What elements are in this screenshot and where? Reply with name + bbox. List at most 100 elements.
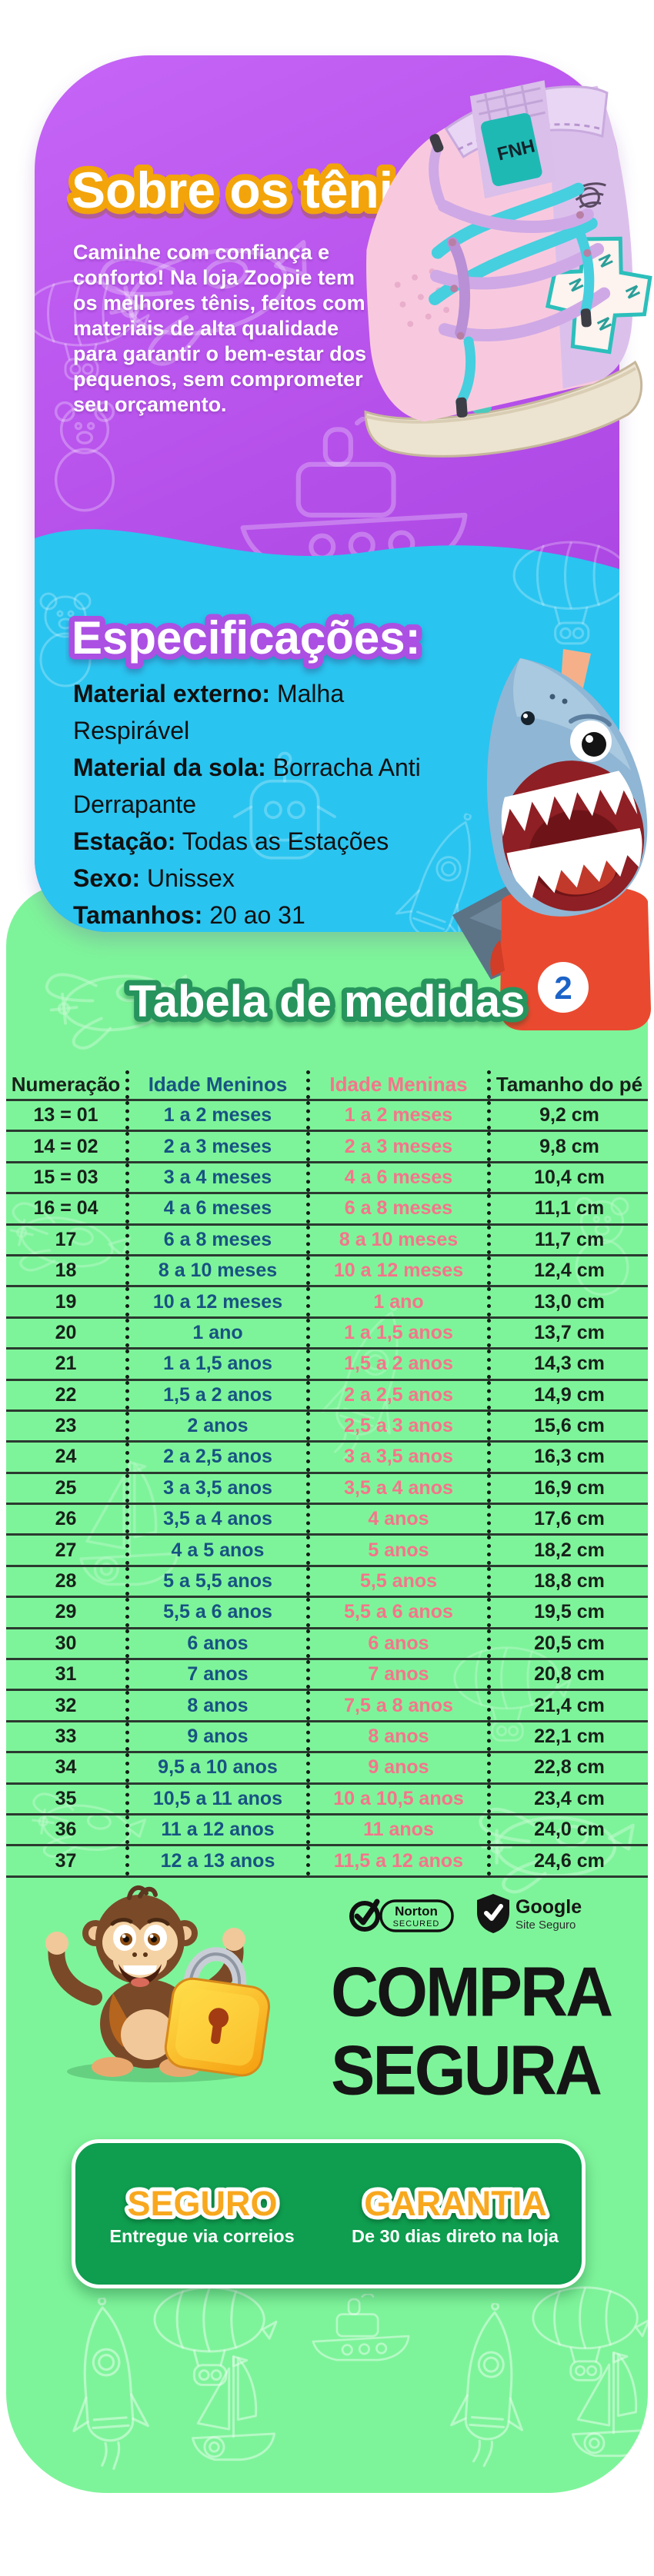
table-row: 37 12 a 13 anos 11,5 a 12 anos 24,6 cm <box>6 1846 648 1878</box>
cell-idade-meninas: 1 ano <box>306 1287 487 1316</box>
table-row: 16 = 04 4 a 6 meses 6 a 8 meses 11,1 cm <box>6 1194 648 1226</box>
guarantee-title-seguro: SEGURO <box>123 2182 281 2226</box>
cell-numeracao: 19 <box>55 1290 77 1313</box>
cell-tamanho-pe: 18,8 cm <box>487 1566 648 1596</box>
cell-idade-meninas: 8 a 10 meses <box>306 1225 487 1254</box>
svg-text:Site Seguro: Site Seguro <box>516 1919 576 1932</box>
cell-tamanho-pe: 13,0 cm <box>487 1287 648 1316</box>
table-row: 23 2 anos 2,5 a 3 anos 15,6 cm <box>6 1411 648 1443</box>
spec-value: Borracha Anti Derrapante <box>73 754 421 818</box>
spec-label: Material da sola: <box>73 754 266 781</box>
cell-tamanho-pe: 22,8 cm <box>487 1753 648 1782</box>
cyan-wave-background <box>35 529 619 932</box>
cell-idade-meninos: 4 a 5 anos <box>125 1536 306 1565</box>
guarantee-item-seguro: SEGURO Entregue via correios <box>75 2182 329 2247</box>
cell-tamanho-pe: 11,1 cm <box>487 1194 648 1223</box>
table-row: 25 3 a 3,5 anos 3,5 a 4 anos 16,9 cm <box>6 1473 648 1506</box>
table-row: 33 9 anos 8 anos 22,1 cm <box>6 1722 648 1754</box>
cell-numeracao: 23 <box>55 1415 77 1437</box>
cell-idade-meninos: 1 a 1,5 anos <box>125 1350 306 1379</box>
cell-numeracao: 15 = 03 <box>33 1166 98 1188</box>
cell-idade-meninos: 1,5 a 2 anos <box>125 1380 306 1409</box>
cell-idade-meninos: 1 a 2 meses <box>125 1101 306 1130</box>
cell-numeracao: 25 <box>55 1476 77 1499</box>
spec-value: 20 ao 31 <box>209 901 305 929</box>
doodle-sailboat-icon <box>572 2351 648 2458</box>
cell-numeracao: 30 <box>55 1632 77 1654</box>
cell-idade-meninos: 2 a 3 meses <box>125 1132 306 1161</box>
cell-idade-meninos: 5,5 a 6 anos <box>125 1598 306 1627</box>
cell-idade-meninos: 4 a 6 meses <box>125 1194 306 1223</box>
cell-numeracao: 13 = 01 <box>33 1104 98 1127</box>
secure-purchase-heading: COMPRA SEGURA <box>331 1953 613 2110</box>
cell-tamanho-pe: 24,0 cm <box>487 1815 648 1845</box>
cell-numeracao: 26 <box>55 1508 77 1530</box>
table-row: 21 1 a 1,5 anos 1,5 a 2 anos 14,3 cm <box>6 1350 648 1381</box>
guarantee-title-garantia: GARANTIA <box>360 2182 550 2226</box>
hero-title: Sobre os tênis <box>65 155 428 225</box>
spec-label: Tamanhos: <box>73 901 203 929</box>
cell-tamanho-pe: 23,4 cm <box>487 1784 648 1813</box>
cell-idade-meninos: 8 anos <box>125 1691 306 1720</box>
cell-idade-meninas: 10 a 10,5 anos <box>306 1784 487 1813</box>
cell-idade-meninos: 1 ano <box>125 1318 306 1348</box>
svg-text:Norton: Norton <box>395 1904 438 1919</box>
cell-idade-meninas: 8 anos <box>306 1722 487 1752</box>
guarantee-subtitle-garantia: De 30 dias direto na loja <box>351 2225 559 2246</box>
cell-idade-meninos: 6 a 8 meses <box>125 1225 306 1254</box>
cell-idade-meninas: 7,5 a 8 anos <box>306 1691 487 1720</box>
table-row: 28 5 a 5,5 anos 5,5 anos 18,8 cm <box>6 1566 648 1599</box>
table-row: 22 1,5 a 2 anos 2 a 2,5 anos 14,9 cm <box>6 1380 648 1412</box>
cell-idade-meninos: 10 a 12 meses <box>125 1287 306 1316</box>
cell-numeracao: 37 <box>55 1849 77 1872</box>
doodle-rocket-icon <box>447 2300 532 2470</box>
svg-text:Sobre os tênis: Sobre os tênis <box>72 161 422 218</box>
cell-idade-meninas: 1 a 2 meses <box>306 1101 487 1130</box>
cell-idade-meninas: 11,5 a 12 anos <box>306 1846 487 1875</box>
cell-idade-meninos: 11 a 12 anos <box>125 1815 306 1845</box>
cell-idade-meninas: 2,5 a 3 anos <box>306 1411 487 1441</box>
secure-heading-line2: SEGURA <box>331 2031 602 2110</box>
table-row: 19 10 a 12 meses 1 ano 13,0 cm <box>6 1287 648 1319</box>
doodle-steamboat-icon <box>312 2294 410 2361</box>
norton-secured-badge: Norton SECURED <box>349 1899 454 1932</box>
cell-tamanho-pe: 15,6 cm <box>487 1411 648 1441</box>
table-row: 36 11 a 12 anos 11 anos 24,0 cm <box>6 1815 648 1847</box>
cell-idade-meninos: 2 a 2,5 anos <box>125 1443 306 1472</box>
cell-idade-meninos: 3,5 a 4 anos <box>125 1505 306 1534</box>
col-header-tamanho-do-pe: Tamanho do pé <box>487 1070 648 1099</box>
doodle-rocket-icon <box>63 2295 152 2473</box>
cell-idade-meninos: 9,5 a 10 anos <box>125 1753 306 1782</box>
cell-tamanho-pe: 12,4 cm <box>487 1256 648 1286</box>
spec-value: Malha Respirável <box>73 680 345 744</box>
cell-numeracao: 27 <box>55 1539 77 1561</box>
hero-description-part: Caminhe com confiança e conforto! Na loj… <box>73 241 330 289</box>
spec-value: Unissex <box>147 864 235 892</box>
specs-title: Especificações: <box>66 607 427 670</box>
cell-idade-meninas: 3 a 3,5 anos <box>306 1443 487 1472</box>
cell-idade-meninas: 6 a 8 meses <box>306 1194 487 1223</box>
cell-tamanho-pe: 10,4 cm <box>487 1163 648 1193</box>
svg-text:SECURED: SECURED <box>393 1919 440 1929</box>
store-name: Zoopie <box>244 266 312 289</box>
cell-numeracao: 35 <box>55 1787 77 1809</box>
cell-idade-meninas: 9 anos <box>306 1753 487 1782</box>
shark-mascot: 2 <box>452 649 651 1030</box>
guarantee-box: SEGURO Entregue via correios GARANTIA De… <box>72 2139 586 2288</box>
cell-idade-meninos: 12 a 13 anos <box>125 1846 306 1875</box>
table-row: 17 6 a 8 meses 8 a 10 meses 11,7 cm <box>6 1225 648 1256</box>
cell-tamanho-pe: 16,9 cm <box>487 1473 648 1503</box>
cell-idade-meninos: 7 anos <box>125 1660 306 1689</box>
google-site-seguro-badge: Google Site Seguro <box>477 1894 582 1933</box>
cell-tamanho-pe: 22,1 cm <box>487 1722 648 1752</box>
cell-tamanho-pe: 16,3 cm <box>487 1443 648 1472</box>
col-header-idade-meninas: Idade Meninas <box>306 1070 487 1099</box>
cell-idade-meninas: 6 anos <box>306 1629 487 1659</box>
cell-idade-meninas: 4 anos <box>306 1505 487 1534</box>
cell-idade-meninas: 1 a 1,5 anos <box>306 1318 487 1348</box>
cell-numeracao: 29 <box>55 1601 77 1623</box>
cell-idade-meninas: 4 a 6 meses <box>306 1163 487 1193</box>
cell-numeracao: 28 <box>55 1570 77 1593</box>
doodle-sailboat-icon <box>192 2355 275 2461</box>
cell-tamanho-pe: 17,6 cm <box>487 1505 648 1534</box>
